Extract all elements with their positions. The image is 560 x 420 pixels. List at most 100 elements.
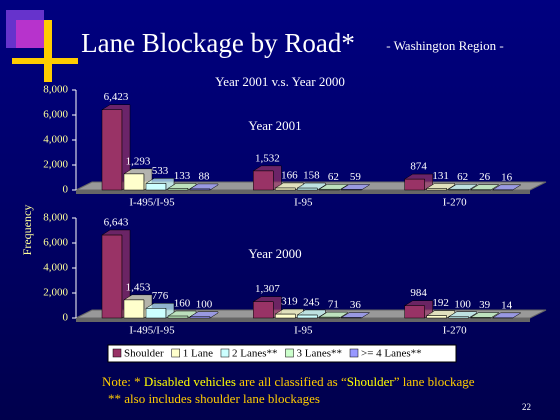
bar [297,314,318,319]
bar [253,170,274,191]
bar [275,187,296,191]
value-label: 100 [454,298,471,310]
legend-swatch [171,348,180,358]
value-label: 16 [501,171,513,183]
legend-label: 1 Lane [183,348,213,360]
value-label: 26 [479,171,491,183]
value-label: 14 [501,299,513,311]
value-label: 984 [410,287,427,299]
slide-title: Lane Blockage by Road* [81,28,355,58]
bar [404,305,425,319]
note: Note: * Disabled vehicles are all classi… [86,374,485,389]
value-label: 100 [196,298,213,310]
bar [145,183,167,191]
legend-label: Shoulder [124,348,164,360]
x-tick-label: I-270 [443,197,467,209]
x-tick-label: I-495/I-95 [129,197,175,209]
bar-depth [491,312,521,319]
bar [101,109,123,191]
y-tick-label: 6,000 [43,109,68,121]
x-tick-label: I-495/I-95 [129,325,175,337]
y-tick-label: 2,000 [43,159,68,171]
floor-front [76,190,530,194]
y-tick-label: 4,000 [43,134,68,146]
note-part: Disabled vehicles [144,374,236,389]
value-label: 1,293 [126,155,151,167]
bar-depth [491,184,521,191]
floor-front [76,318,530,322]
x-tick-label: I-270 [443,325,467,337]
bar-depth [318,183,348,191]
value-label: 36 [350,299,362,311]
value-label: 776 [152,290,169,302]
decoration [12,58,78,64]
legend-label: >= 4 Lanes** [361,348,422,360]
legend-label: 3 Lanes** [296,348,342,360]
value-label: 88 [199,170,211,182]
note-2: ** also includes shoulder lane blockages [108,391,320,406]
bar-depth [296,182,326,191]
bar-depth [469,184,499,191]
value-label: 1,307 [255,283,280,295]
value-label: 533 [152,165,169,177]
bar-depth [318,311,348,319]
bar [123,299,145,319]
y-tick-label: 8,000 [43,212,68,224]
value-label: 6,643 [104,216,129,228]
bar-depth [469,312,499,319]
legend: Shoulder 1 Lane 2 Lanes** 3 Lanes** >= 4 Lan… [112,348,422,360]
chart-title: Year 2001 [248,118,301,133]
note-part: ” lane blockage [394,374,475,389]
value-label: 131 [432,170,449,182]
bar [123,173,145,191]
value-label: 59 [350,171,362,183]
value-label: 874 [410,161,427,173]
value-label: 245 [303,296,320,308]
slide-subtitle: - Washington Region - [386,38,504,53]
note-part: Shoulder [347,374,395,389]
bar [253,301,274,319]
bar-depth [340,312,370,319]
value-label: 1,532 [255,152,280,164]
value-label: 39 [479,299,491,311]
legend-swatch [112,348,122,358]
legend-swatch [220,348,230,358]
value-label: 158 [303,170,320,182]
y-tick-label: 6,000 [43,237,68,249]
bar-depth [340,184,370,191]
y-tick-label: 0 [63,312,69,324]
page-number: 22 [522,402,531,412]
note-part: are all classified as “ [236,374,347,389]
value-label: 166 [281,169,298,181]
decoration [16,20,44,48]
bar-depth [447,311,477,319]
value-label: 62 [457,171,468,183]
bar [297,187,318,191]
value-label: 62 [328,171,339,183]
chart-title: Year 2000 [248,246,301,261]
y-tick-label: 2,000 [43,287,68,299]
bar [167,315,189,319]
y-axis-label: Frequency [20,205,34,256]
bar-depth [189,311,219,319]
value-label: 160 [174,298,191,310]
value-label: 1,453 [126,281,151,293]
value-label: 192 [432,297,449,309]
legend-label: 2 Lanes** [232,348,278,360]
decoration [44,20,52,82]
bar [275,313,296,319]
value-label: 71 [328,299,339,311]
value-label: 133 [174,170,191,182]
bar [101,234,123,319]
bar [426,315,447,319]
bar-depth [189,183,219,191]
x-tick-label: I-95 [294,325,313,337]
value-label: 6,423 [104,91,129,103]
value-label: 319 [281,296,298,308]
bar-depth [447,183,477,191]
legend-swatch [285,348,294,358]
note-part: Note: * [102,374,144,389]
x-tick-label: I-95 [294,197,313,209]
